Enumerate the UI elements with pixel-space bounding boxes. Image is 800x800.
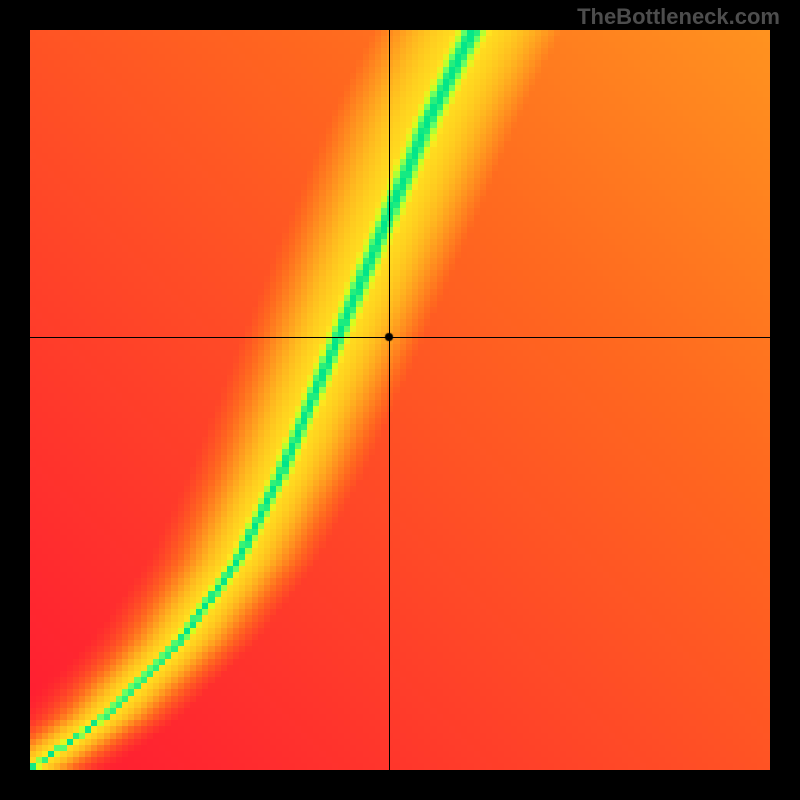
- chart-container: TheBottleneck.com: [0, 0, 800, 800]
- crosshair-marker: [384, 332, 394, 342]
- crosshair-vertical: [389, 30, 390, 770]
- bottleneck-heatmap: [30, 30, 770, 770]
- watermark-text: TheBottleneck.com: [577, 4, 780, 30]
- crosshair-horizontal: [30, 337, 770, 338]
